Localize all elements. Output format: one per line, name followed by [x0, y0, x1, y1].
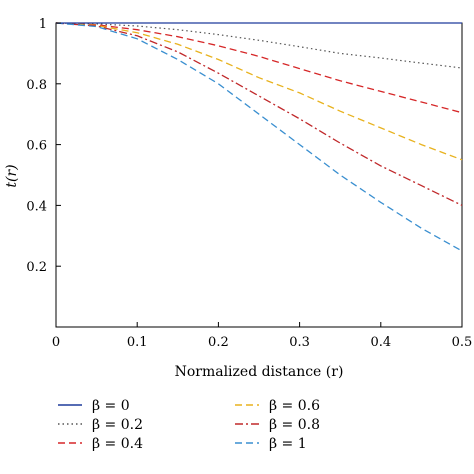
- x-tick-label: 0.4: [370, 335, 391, 350]
- legend-label: β = 0: [92, 398, 130, 414]
- legend: β = 0 β = 0.2 β = 0.4 β = 0.6 β = 0.8 β = 1: [58, 398, 320, 452]
- y-tick-label: 0.2: [26, 260, 47, 275]
- y-tick-label: 0.4: [26, 199, 47, 214]
- legend-label: β = 0.8: [269, 417, 320, 433]
- x-tick-label: 0.3: [289, 335, 310, 350]
- legend-label: β = 0.2: [92, 417, 143, 433]
- x-axis-label: Normalized distance (r): [175, 364, 344, 380]
- legend-label: β = 1: [269, 436, 307, 452]
- series-line: [55, 22, 463, 252]
- x-tick-label: 0: [52, 335, 60, 350]
- legend-label: β = 0.4: [92, 436, 143, 452]
- series-line: [55, 22, 463, 69]
- y-tick-label: 0.8: [26, 78, 47, 93]
- ticks-layer: 0 0.1 0.2 0.3 0.4 0.5 0.2 0.4 0.6 0.8 1: [26, 17, 472, 350]
- x-tick-label: 0.5: [452, 335, 473, 350]
- legend-label: β = 0.6: [269, 398, 320, 414]
- y-axis-label: t(r): [4, 164, 20, 187]
- series-line: [55, 22, 463, 114]
- series-line: [55, 22, 463, 206]
- x-tick-label: 0.2: [208, 335, 229, 350]
- series-layer: [55, 22, 463, 252]
- y-tick-label: 1: [39, 17, 47, 32]
- series-line: [55, 22, 463, 161]
- y-tick-label: 0.6: [26, 139, 47, 154]
- x-tick-label: 0.1: [127, 335, 148, 350]
- plot-frame: [55, 22, 463, 328]
